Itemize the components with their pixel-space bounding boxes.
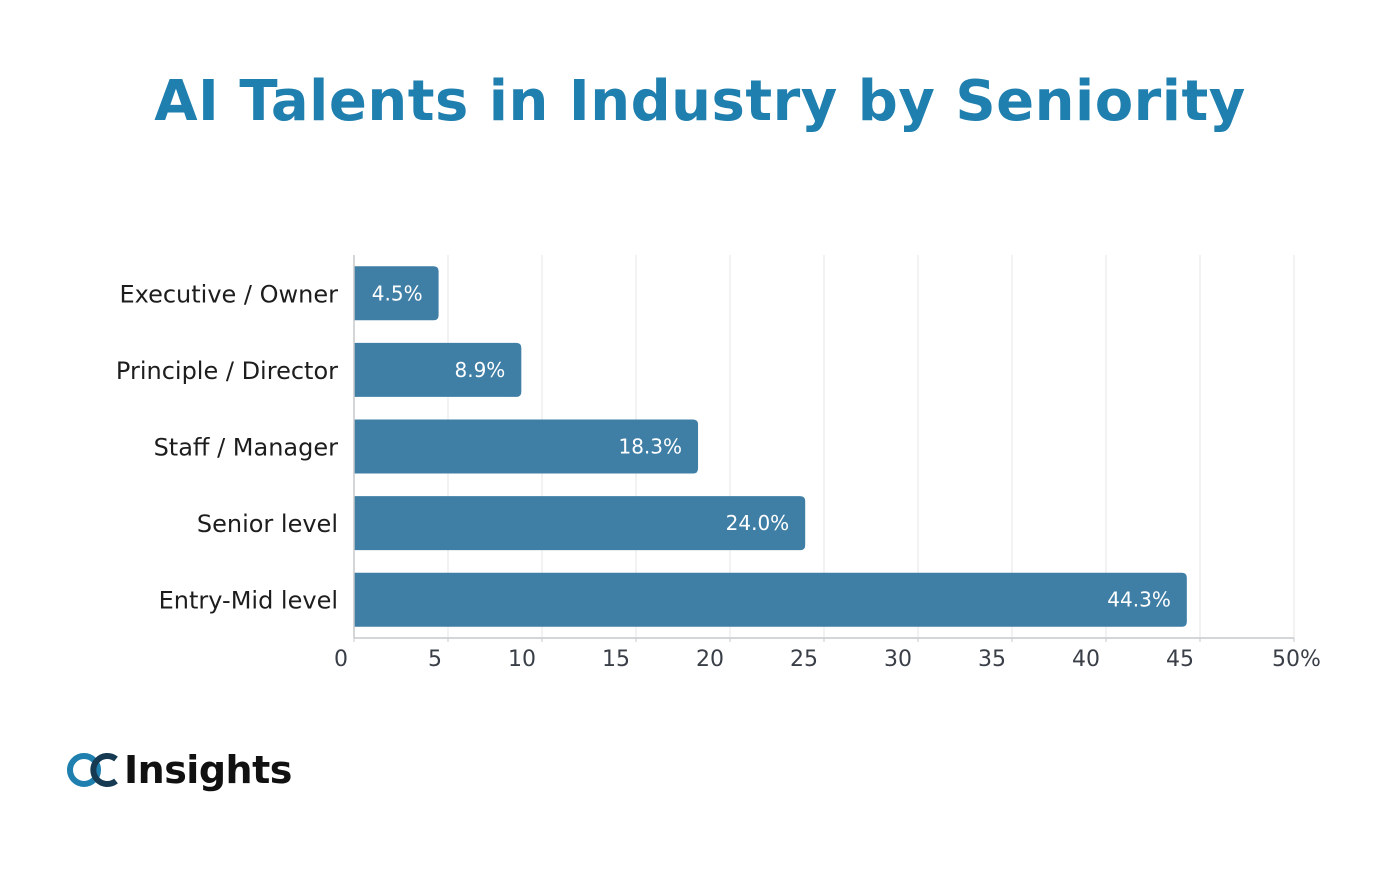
x-tick-label: 20 bbox=[696, 647, 724, 672]
x-tick-label: 15 bbox=[602, 647, 630, 672]
x-tick-label: 30 bbox=[884, 647, 912, 672]
bar bbox=[354, 419, 699, 474]
data-label: 18.3% bbox=[618, 435, 682, 459]
category-label: Senior level bbox=[197, 510, 338, 538]
x-tick-label: 50% bbox=[1272, 647, 1321, 672]
category-label: Executive / Owner bbox=[119, 280, 338, 308]
data-label: 24.0% bbox=[726, 511, 790, 535]
logo-wordmark: Insights bbox=[124, 748, 292, 792]
bar bbox=[354, 572, 1187, 627]
axes bbox=[353, 255, 1295, 642]
bars bbox=[354, 266, 1187, 627]
labels: 0 5 10 15 20 25 30 35 40 45 50% Executive / Owner 4.… bbox=[116, 280, 1321, 672]
bar bbox=[354, 342, 522, 397]
data-label: 8.9% bbox=[455, 358, 506, 382]
x-tick-label: 45 bbox=[1166, 647, 1194, 672]
x-tick-label: 5 bbox=[428, 647, 442, 672]
oc-insights-logo: Insights bbox=[66, 742, 292, 798]
x-tick-label: 35 bbox=[978, 647, 1006, 672]
category-label: Entry-Mid level bbox=[159, 587, 338, 615]
bar bbox=[354, 496, 806, 551]
category-label: Principle / Director bbox=[116, 357, 338, 385]
x-tick-label: 40 bbox=[1072, 647, 1100, 672]
bar bbox=[354, 266, 439, 321]
data-label: 4.5% bbox=[372, 281, 423, 305]
data-label: 44.3% bbox=[1107, 588, 1171, 612]
chart-title: AI Talents in Industry by Seniority bbox=[154, 69, 1246, 134]
x-tick-label: 25 bbox=[790, 647, 818, 672]
x-tick-label: 10 bbox=[508, 647, 536, 672]
category-label: Staff / Manager bbox=[154, 434, 339, 462]
x-tick-label: 0 bbox=[334, 647, 348, 672]
oc-logo-icon bbox=[66, 750, 122, 790]
